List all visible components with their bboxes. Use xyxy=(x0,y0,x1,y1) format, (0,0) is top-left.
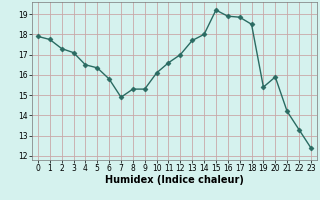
X-axis label: Humidex (Indice chaleur): Humidex (Indice chaleur) xyxy=(105,175,244,185)
